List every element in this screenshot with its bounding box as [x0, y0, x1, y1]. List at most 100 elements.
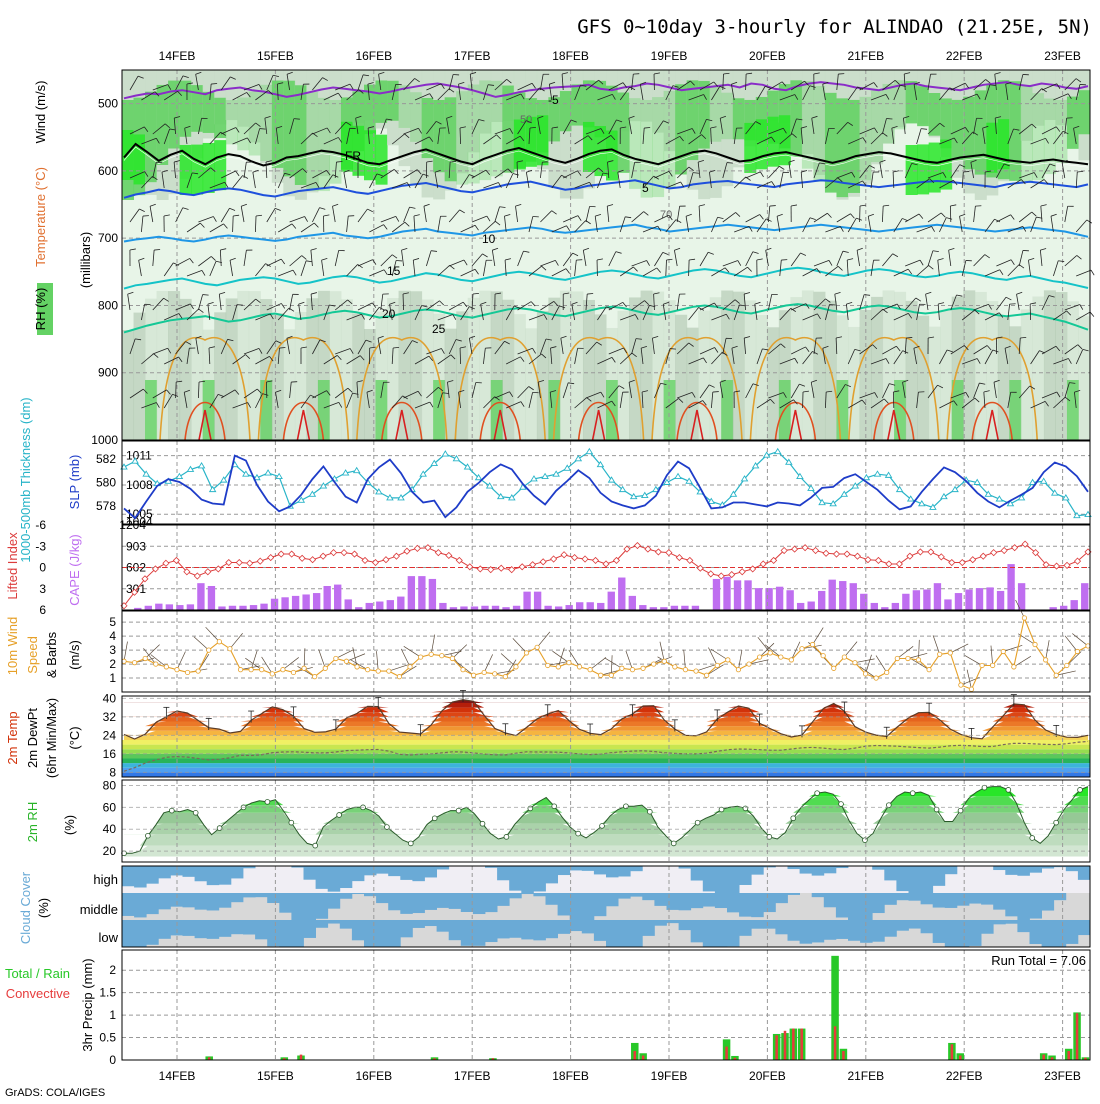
wind-speed-point — [673, 665, 677, 669]
rh-band-green — [571, 84, 583, 125]
wind-speed-point — [1001, 649, 1005, 653]
cloud-cell — [896, 866, 909, 891]
cloud-cell — [618, 866, 631, 876]
cloud-cell — [1042, 920, 1055, 947]
cape-tick-label: 602 — [126, 561, 146, 575]
rh-contour-label: 50 — [520, 114, 532, 126]
cloud-cell — [509, 866, 522, 891]
cloud-cell — [437, 866, 450, 869]
cloud-cell — [134, 920, 147, 947]
temp-color-band — [122, 768, 1090, 773]
cloud-cell — [872, 866, 885, 870]
cloud-cell — [570, 866, 583, 870]
cape-bar — [481, 606, 488, 610]
cape-bar — [923, 590, 930, 610]
cloud-cell — [836, 893, 849, 917]
rh-band-green — [560, 91, 572, 131]
cloud-cell — [533, 893, 546, 896]
precip-conv-bar — [775, 1035, 778, 1060]
rh-band-green — [145, 92, 157, 182]
rh-point — [552, 804, 557, 809]
wind-speed-point — [408, 665, 412, 669]
cape-bar — [492, 606, 499, 610]
pressure-tick-label: 600 — [98, 164, 118, 178]
wind-speed-point — [207, 648, 211, 652]
top-date-label: 17FEB — [454, 49, 491, 63]
rh-point — [647, 809, 652, 814]
temp-tick-label: 16 — [103, 747, 117, 761]
cape-bar — [807, 602, 814, 610]
cloud-cell — [219, 866, 232, 885]
cloud-cell — [800, 866, 813, 874]
cloud-cell — [509, 893, 522, 898]
temp-color-band — [122, 772, 1090, 777]
cape-bar — [860, 594, 867, 610]
cape-bar — [797, 603, 804, 610]
precip-conv-bar — [1067, 1051, 1070, 1060]
cloud-cell — [304, 920, 317, 938]
cloud-cell — [763, 920, 776, 929]
cloud-cell — [134, 893, 147, 917]
wind-speed-point — [1022, 616, 1026, 620]
cloud-cell — [691, 866, 704, 881]
rh-band-low — [537, 311, 549, 440]
cape-bar — [1081, 583, 1088, 610]
rh-band-low — [940, 310, 952, 440]
rh-band-low — [283, 329, 295, 440]
wind-speed-point — [853, 660, 857, 664]
bottom-date-label: 18FEB — [552, 1069, 589, 1083]
cape-bar — [155, 604, 162, 610]
wind-speed-point — [779, 655, 783, 659]
cloud-cell — [437, 920, 450, 932]
cloud-cell — [654, 893, 667, 906]
cloud-cell — [328, 866, 341, 892]
cape-bar — [997, 591, 1004, 610]
rh-band-low — [813, 292, 825, 440]
precip-conv-bar — [300, 1055, 303, 1060]
precip-conv-bar — [1042, 1055, 1045, 1060]
cloud-cell — [667, 893, 680, 910]
rh-band-low — [272, 313, 284, 440]
cloud-cell — [1005, 920, 1018, 924]
cloud-cell — [521, 920, 534, 939]
wind-speed-point — [599, 673, 603, 677]
rh-band-green — [318, 98, 330, 191]
wind-tick-label: 1 — [109, 671, 116, 685]
wind-speed-point — [715, 663, 719, 667]
cloud-cell — [195, 893, 208, 910]
cloud-cell — [594, 893, 607, 916]
cloud-cell — [207, 920, 220, 939]
cape-bar — [250, 605, 257, 610]
cape-bar — [544, 606, 551, 610]
temp-tick-label: 40 — [103, 691, 117, 705]
isotherm-label: 20 — [382, 307, 396, 321]
cloud-cell — [751, 866, 764, 875]
rh-band-low — [1021, 309, 1033, 440]
precip-conv-bar — [800, 1029, 803, 1060]
rh-band-green — [1055, 100, 1067, 163]
cape-bar — [513, 606, 520, 610]
cloud-cell — [1030, 893, 1043, 919]
wind-speed-point — [768, 651, 772, 655]
wind-barb — [689, 260, 690, 276]
cloud-cell — [558, 866, 571, 875]
cloud-cell — [751, 893, 764, 917]
isotherm-label: 10 — [482, 232, 496, 246]
precip-conv-bar — [792, 1029, 795, 1060]
cloud-cell — [630, 866, 643, 871]
rh-band-lowgreen — [721, 380, 733, 440]
cloud-cell — [824, 866, 837, 873]
cloud-cell — [775, 920, 788, 934]
cape-bar — [523, 592, 530, 610]
rh-band-green — [652, 97, 664, 197]
wind-tick-label: 3 — [109, 643, 116, 657]
cape-bar — [671, 606, 678, 610]
rh-point — [146, 833, 151, 838]
li-tick-label: 6 — [39, 603, 46, 617]
wind-barb-flag — [336, 161, 342, 162]
wind-speed-point — [376, 669, 380, 673]
temp-tick-label: 32 — [103, 710, 117, 724]
cloud-row-label: low — [98, 930, 118, 945]
rh-band-bright — [122, 130, 134, 180]
